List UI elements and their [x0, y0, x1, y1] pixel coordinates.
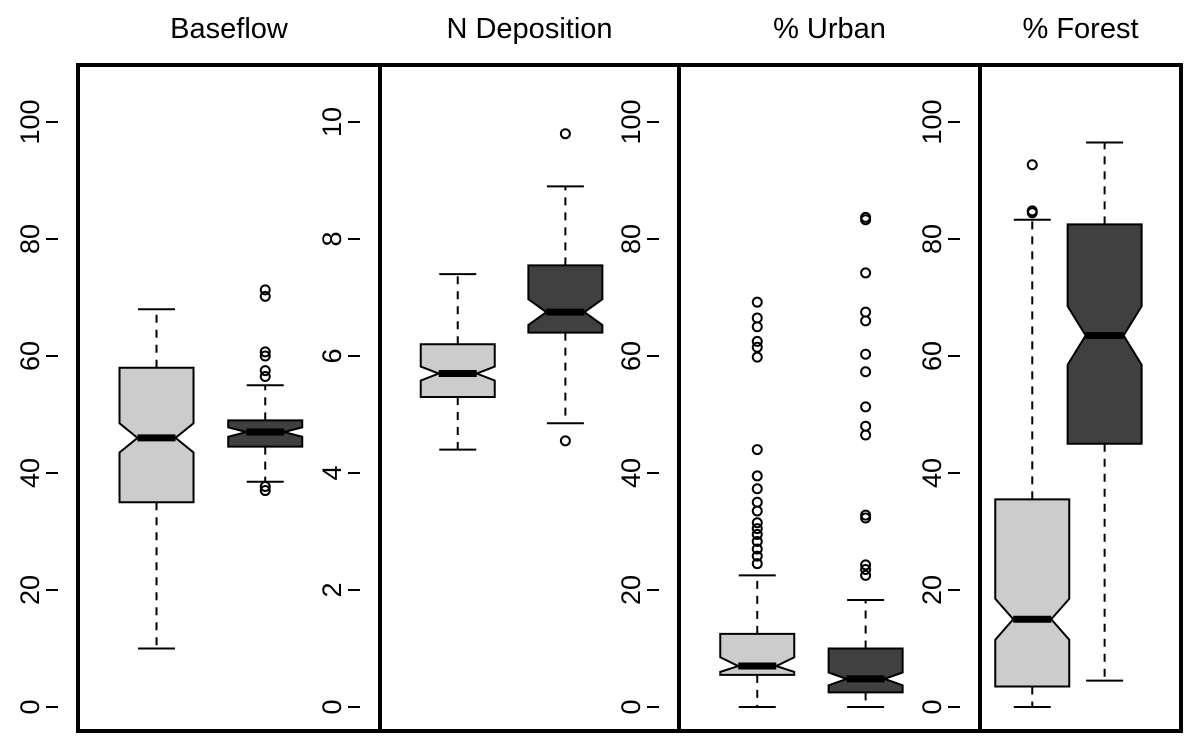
outlier-point	[860, 348, 872, 360]
outlier-point	[751, 312, 763, 324]
outlier-point	[1026, 159, 1038, 171]
y-tick-label: 60	[616, 341, 646, 371]
panel-frame	[378, 63, 681, 733]
outlier-point	[259, 480, 271, 492]
outlier-point	[751, 550, 763, 562]
panel-frame	[677, 63, 982, 733]
outlier-point	[860, 267, 872, 279]
y-tick-label: 100	[917, 99, 947, 144]
outlier-point	[259, 346, 271, 358]
y-tick-label: 8	[317, 231, 347, 246]
panel-frame	[978, 63, 1183, 733]
y-tick-label: 20	[616, 575, 646, 605]
y-tick-label: 80	[917, 224, 947, 254]
outlier-point	[860, 306, 872, 318]
y-tick-label: 6	[317, 348, 347, 363]
box-body	[527, 264, 604, 334]
box-0	[994, 159, 1071, 708]
outlier-point	[259, 370, 271, 382]
panel-title: % Urban	[773, 13, 886, 45]
y-tick-label: 40	[917, 458, 947, 488]
outlier-point	[860, 401, 872, 413]
outlier-point	[1026, 205, 1038, 217]
y-tick-label: 100	[15, 99, 45, 144]
outlier-point	[860, 315, 872, 327]
outlier-point	[559, 128, 571, 140]
box-body	[994, 498, 1071, 688]
outlier-point	[751, 496, 763, 508]
outlier-point	[751, 523, 763, 535]
outlier-point	[259, 365, 271, 377]
y-tick-label: 4	[317, 465, 347, 480]
outlier-point	[860, 509, 872, 521]
y-tick-label: 100	[616, 99, 646, 144]
outlier-point	[751, 543, 763, 555]
y-tick-label: 80	[616, 224, 646, 254]
box-0	[118, 308, 195, 650]
y-tick-label: 60	[917, 341, 947, 371]
outlier-point	[751, 470, 763, 482]
panel-2: % Urban 0 20 40 60 80 100	[616, 13, 982, 733]
panel-title: N Deposition	[446, 13, 612, 45]
y-tick-label: 80	[15, 224, 45, 254]
outlier-point	[751, 483, 763, 495]
outlier-point	[751, 505, 763, 517]
outlier-point	[860, 559, 872, 571]
outlier-point	[860, 211, 872, 223]
outlier-point	[259, 290, 271, 302]
outlier-point	[751, 528, 763, 540]
box-body	[827, 647, 904, 694]
outlier-point	[259, 485, 271, 497]
outlier-point	[259, 350, 271, 362]
panel-title: % Forest	[1022, 13, 1138, 45]
box-1	[1066, 141, 1143, 682]
y-tick-label: 40	[616, 458, 646, 488]
outlier-point	[860, 564, 872, 576]
outlier-point	[751, 535, 763, 547]
y-tick-label: 20	[15, 575, 45, 605]
outlier-point	[751, 517, 763, 529]
outlier-point	[559, 435, 571, 447]
y-tick-label: 0	[917, 699, 947, 714]
outlier-point	[751, 341, 763, 353]
y-tick-label: 10	[317, 107, 347, 137]
y-tick-label: 0	[15, 699, 45, 714]
y-tick-label: 40	[15, 458, 45, 488]
panel-3: % Forest 0 20 40 60 80 100	[917, 13, 1183, 733]
outlier-point	[860, 366, 872, 378]
outlier-point	[751, 444, 763, 456]
outlier-point	[259, 284, 271, 296]
outlier-point	[751, 351, 763, 363]
box-0	[719, 296, 796, 708]
panel-title: Baseflow	[170, 13, 289, 45]
box-1	[827, 211, 904, 708]
outlier-point	[751, 558, 763, 570]
y-tick-label: 2	[317, 582, 347, 597]
outlier-point	[860, 429, 872, 441]
outlier-point	[860, 569, 872, 581]
y-tick-label: 0	[616, 699, 646, 714]
outlier-point	[751, 335, 763, 347]
outlier-point	[860, 420, 872, 432]
box-1	[227, 284, 304, 497]
y-tick-label: 0	[317, 699, 347, 714]
y-tick-label: 20	[917, 575, 947, 605]
outlier-point	[751, 321, 763, 333]
box-1	[527, 128, 604, 447]
outlier-point	[751, 296, 763, 308]
box-0	[419, 273, 496, 451]
y-tick-label: 60	[15, 341, 45, 371]
